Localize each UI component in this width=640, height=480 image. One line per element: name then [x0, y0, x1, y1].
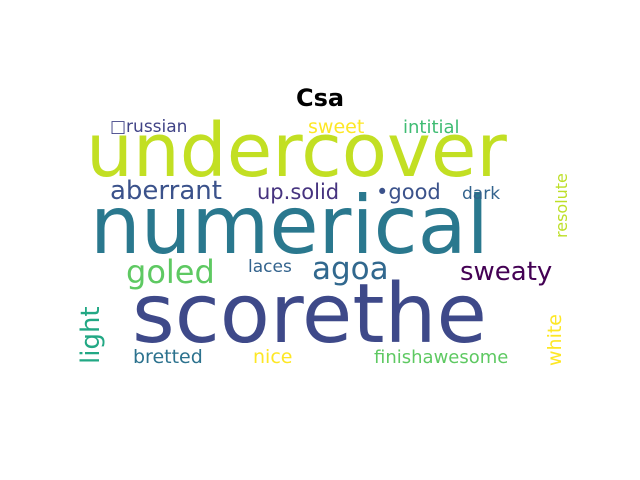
- word-resolute: resolute: [552, 173, 571, 238]
- word-russian: □russian: [110, 117, 188, 137]
- word-bretted: bretted: [133, 346, 203, 368]
- word-agoa: agoa: [312, 251, 389, 287]
- word-dark: dark: [462, 184, 501, 204]
- word-laces: laces: [248, 257, 292, 277]
- word-cloud: undercover numerical scorethe aberrant u…: [76, 108, 580, 372]
- word-aberrant: aberrant: [110, 176, 222, 206]
- word-sweet: sweet: [308, 116, 365, 138]
- cloud-title: Csa: [295, 84, 345, 112]
- word-intitial: intitial: [403, 117, 460, 138]
- word-goled: goled: [126, 253, 215, 291]
- word-white: white: [544, 314, 566, 366]
- word-finishawesome: finishawesome: [374, 347, 509, 368]
- word-scorethe: scorethe: [132, 267, 487, 362]
- word-nice: nice: [253, 346, 293, 368]
- word-light: light: [76, 306, 106, 364]
- word-undercover: undercover: [86, 108, 507, 194]
- word-numerical: numerical: [90, 179, 489, 272]
- word-up-solid: up.solid: [257, 180, 340, 204]
- word-good: •good: [376, 180, 441, 204]
- word-sweaty: sweaty: [460, 257, 553, 287]
